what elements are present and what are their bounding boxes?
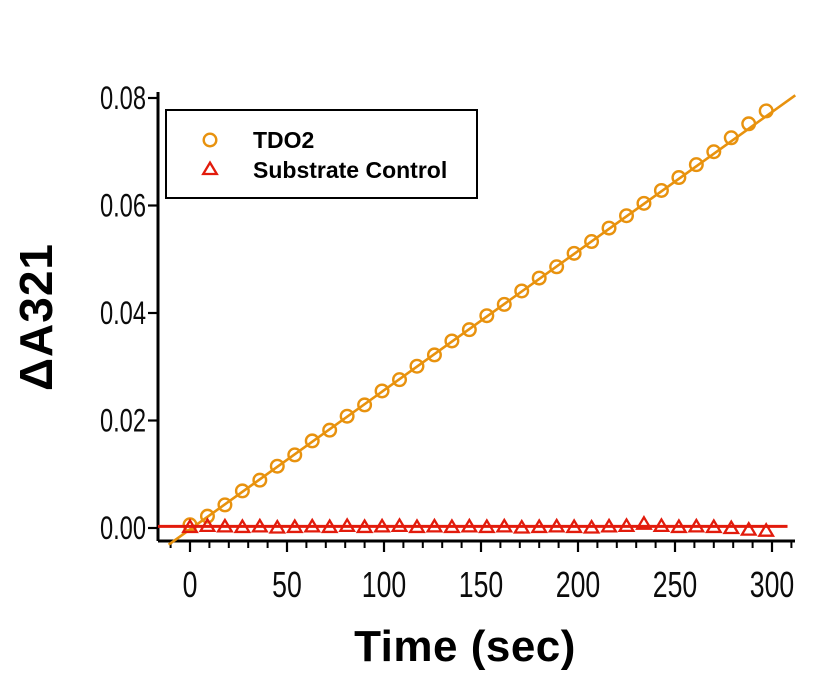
- substrate-control-point: [582, 518, 601, 534]
- x-axis-title: Time (sec): [354, 622, 576, 671]
- substrate-control-point: [757, 522, 776, 537]
- substrate-control-point: [355, 518, 374, 534]
- substrate-legend-marker-icon: [201, 160, 219, 176]
- tdo2-point: [269, 458, 285, 474]
- tdo2-point: [706, 144, 722, 160]
- substrate-control-point: [216, 517, 234, 533]
- substrate-control-point: [251, 517, 269, 533]
- tdo2-point: [374, 383, 390, 399]
- substrate-control-point: [408, 518, 426, 534]
- tdo2-point: [514, 283, 530, 299]
- substrate-control-point: [477, 518, 496, 534]
- tdo2-point: [601, 220, 617, 236]
- substrate-control-point: [739, 520, 758, 536]
- x-tick-label: 200: [556, 564, 600, 605]
- substrate-control-point: [670, 518, 688, 534]
- tdo2-point: [287, 447, 303, 463]
- y-tick-label: 0.02: [100, 403, 146, 438]
- tick-layer: 0.00 0.02 0.04 0.06 0.08 0 50 100 150 200 250 300: [100, 81, 794, 605]
- tdo2-point: [426, 347, 442, 363]
- tdo2-point: [688, 157, 704, 173]
- tdo2-point: [566, 245, 582, 261]
- tdo2-point: [234, 483, 250, 499]
- substrate-control-point: [373, 517, 391, 533]
- substrate-control-point: [268, 518, 287, 534]
- substrate-control-point: [320, 518, 339, 534]
- tdo2-point: [758, 103, 774, 119]
- tdo2-point: [496, 296, 512, 312]
- tdo2-point: [304, 433, 320, 449]
- tdo2-point: [392, 372, 408, 388]
- tdo2-point: [444, 333, 460, 349]
- legend-label-substrate: Substrate Control: [253, 157, 447, 183]
- substrate-control-point: [460, 517, 479, 533]
- substrate-control-point: [495, 517, 514, 533]
- x-tick-label: 0: [183, 564, 198, 605]
- y-tick-label: 0.06: [100, 188, 146, 223]
- substrate-control-point: [547, 517, 566, 533]
- tdo2-point: [636, 195, 652, 211]
- tdo2-point: [584, 234, 600, 250]
- substrate-control-point: [233, 518, 252, 534]
- legend-box: [165, 109, 478, 199]
- tdo2-point: [653, 182, 669, 198]
- substrate-control-point: [198, 517, 217, 532]
- tdo2-point: [217, 497, 233, 513]
- y-tick-label: 0.04: [100, 296, 146, 331]
- tdo2-point: [723, 130, 739, 146]
- substrate-control-point: [687, 517, 706, 533]
- tdo2-point: [199, 508, 215, 524]
- legend: TDO2 Substrate Control: [165, 109, 478, 199]
- y-tick-label: 0.00: [100, 511, 146, 546]
- substrate-control-point: [425, 517, 444, 533]
- substrate-control-point: [285, 518, 304, 534]
- tdo2-point: [461, 322, 477, 338]
- substrate-control-point: [565, 518, 583, 534]
- substrate-control-point: [704, 518, 723, 534]
- x-tick-label: 100: [362, 564, 406, 605]
- substrate-control-point: [390, 517, 409, 532]
- tdo2-point: [549, 259, 565, 275]
- y-tick-label: 0.08: [100, 81, 146, 116]
- x-tick-label: 50: [272, 564, 302, 605]
- tdo2-point: [671, 170, 687, 186]
- tdo2-point: [619, 208, 635, 224]
- substrate-control-point: [722, 519, 741, 535]
- tdo2-point: [479, 308, 495, 324]
- tdo2-point: [409, 358, 425, 374]
- series-layer: [157, 94, 797, 546]
- x-tick-label: 250: [653, 564, 697, 605]
- substrate-control-point: [530, 518, 549, 534]
- legend-label-tdo2: TDO2: [253, 127, 314, 153]
- tdo2-point: [339, 408, 355, 424]
- tdo2-point: [252, 472, 268, 488]
- tdo2-point: [531, 270, 547, 286]
- tdo2-point: [741, 116, 757, 132]
- substrate-control-point: [600, 517, 618, 533]
- substrate-control-point: [338, 517, 356, 532]
- substrate-control-point: [652, 517, 671, 532]
- tdo2-point: [357, 397, 373, 413]
- substrate-control-point: [512, 518, 531, 534]
- substrate-control-point: [443, 518, 461, 534]
- substrate-control-point: [617, 517, 636, 532]
- x-tick-label: 300: [750, 564, 794, 605]
- x-tick-label: 150: [459, 564, 503, 605]
- tdo2-point: [322, 422, 338, 438]
- substrate-control-point: [303, 517, 322, 533]
- y-axis-title: ΔA321: [10, 242, 62, 392]
- substrate-control-point: [181, 518, 199, 534]
- substrate-control-point: [635, 515, 653, 530]
- tdo2-legend-marker-icon: [202, 132, 218, 148]
